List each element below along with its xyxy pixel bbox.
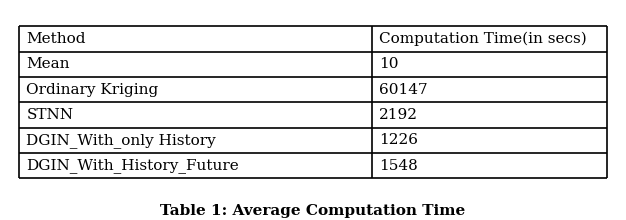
Text: 2192: 2192: [379, 108, 418, 122]
Text: Table 1: Average Computation Time: Table 1: Average Computation Time: [160, 204, 466, 218]
Text: DGIN_With_only History: DGIN_With_only History: [26, 133, 216, 148]
Text: Computation Time(in secs): Computation Time(in secs): [379, 32, 587, 46]
Text: 1548: 1548: [379, 159, 418, 172]
Text: 60147: 60147: [379, 83, 428, 97]
Text: Ordinary Kriging: Ordinary Kriging: [26, 83, 158, 97]
Text: Method: Method: [26, 32, 86, 46]
Text: DGIN_With_History_Future: DGIN_With_History_Future: [26, 158, 239, 173]
Text: 1226: 1226: [379, 133, 418, 147]
Text: Mean: Mean: [26, 57, 69, 71]
Text: 10: 10: [379, 57, 399, 71]
Text: STNN: STNN: [26, 108, 73, 122]
